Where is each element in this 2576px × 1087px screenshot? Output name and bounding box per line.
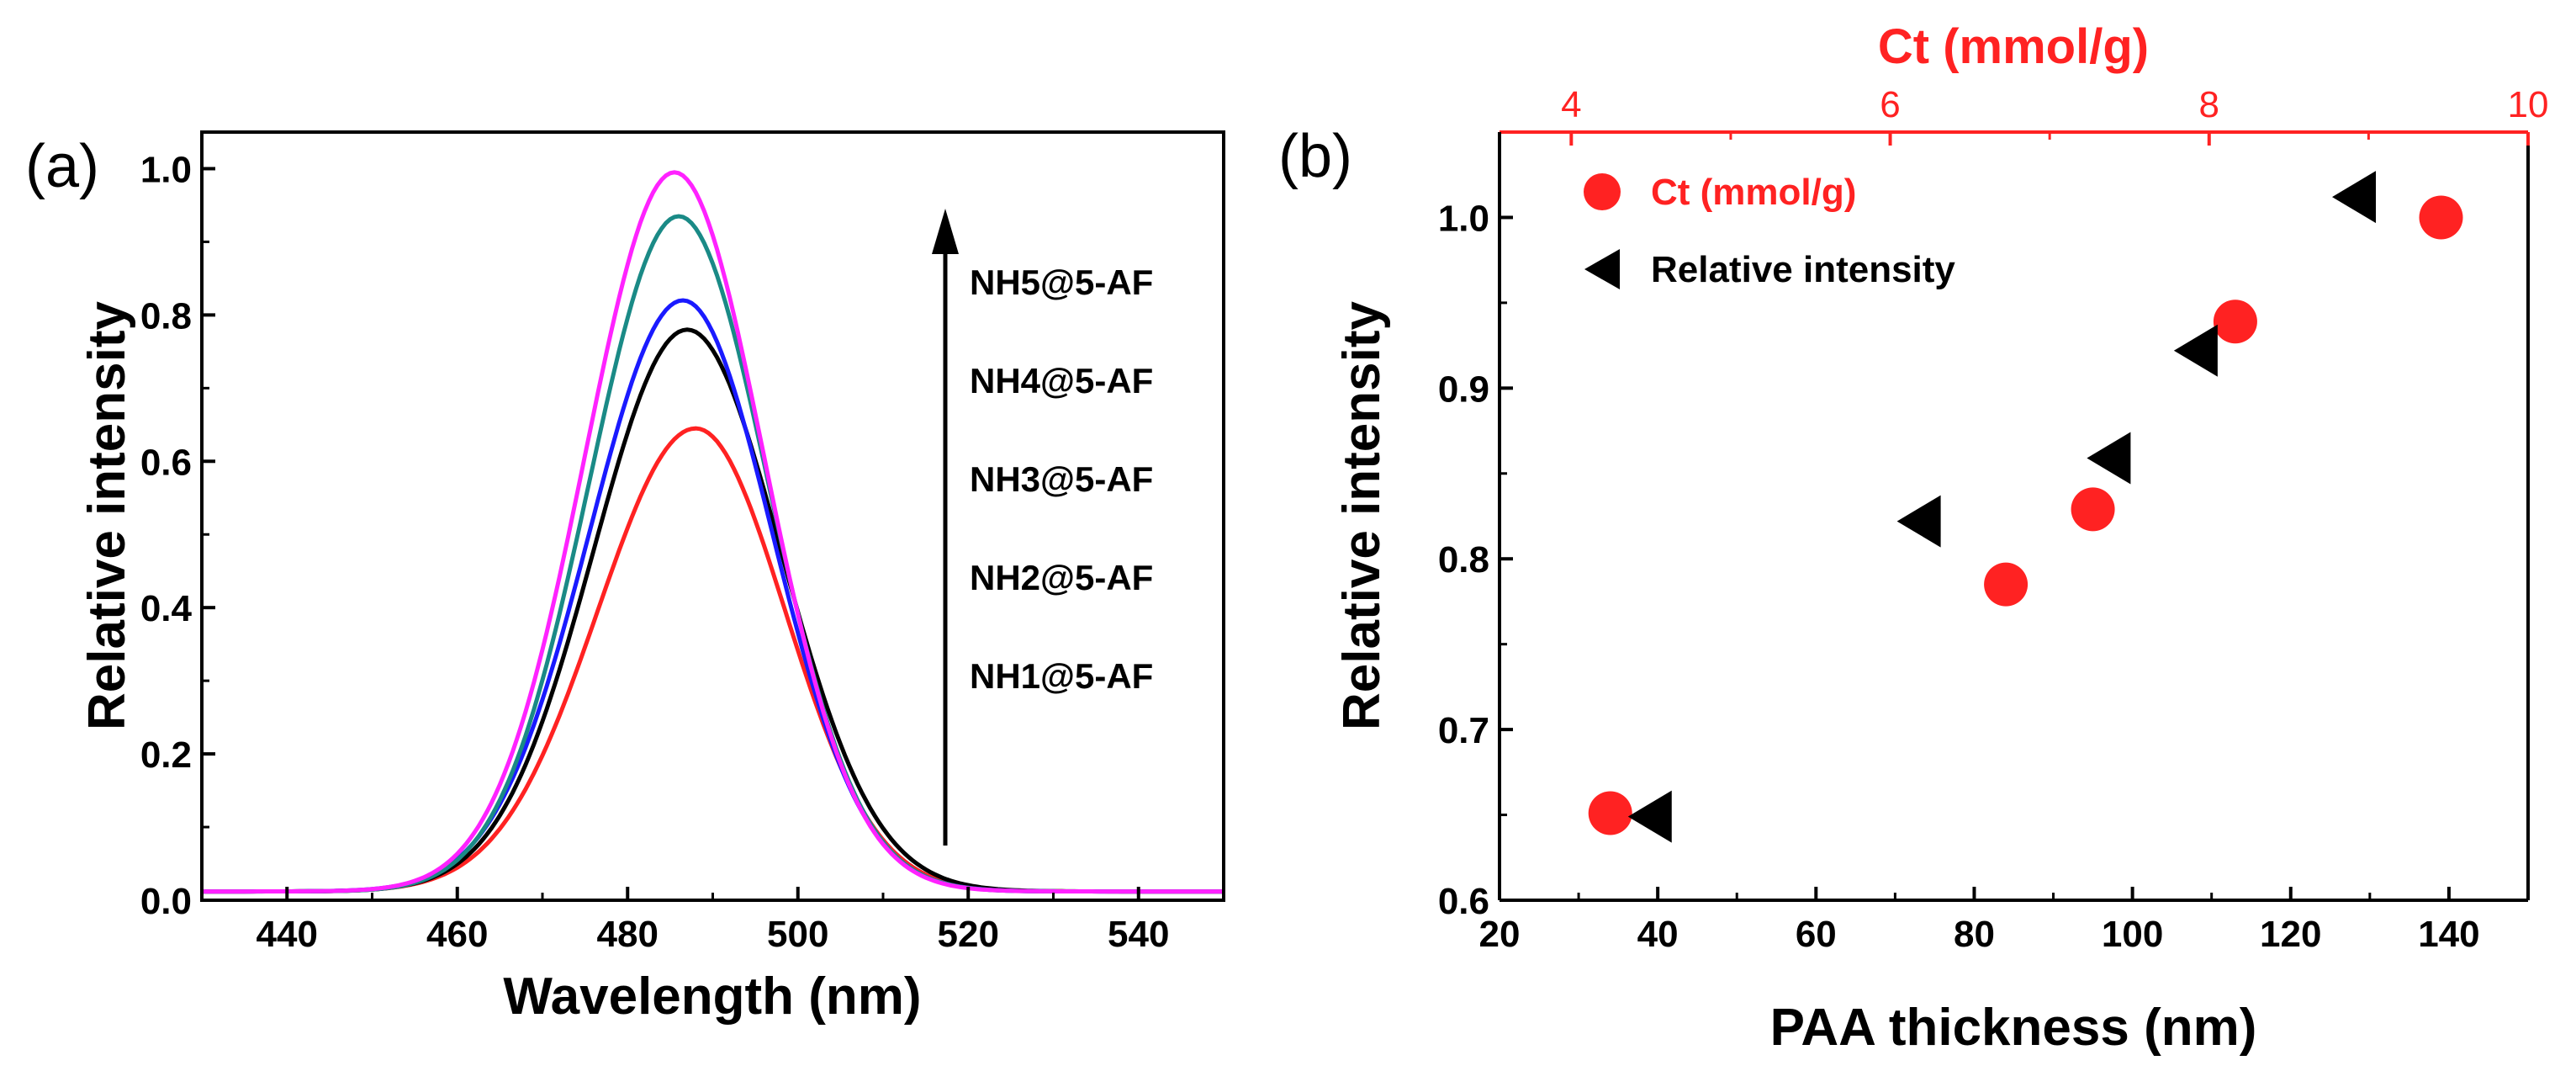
panel-a-label: (a) [25,133,99,200]
legend-label: NH1@5-AF [970,656,1153,696]
y-tick-label: 0.2 [140,734,192,776]
x-tick-label: 20 [1479,914,1521,955]
series-line-nh2-at-5-af [202,327,1224,894]
legend-label: NH2@5-AF [970,558,1153,597]
point-ct [2071,487,2115,532]
point-relative-intensity [1896,495,1941,548]
y-tick-label: 0.9 [1438,369,1489,410]
y-tick-label: 0.8 [140,295,192,337]
x-tick-label: 540 [1108,914,1169,955]
legend-label-ct: Ct (mmol/g) [1651,172,1856,213]
x-tick-label: 480 [597,914,659,955]
legend-label: NH4@5-AF [970,361,1153,400]
legend-marker-ct [1584,173,1621,210]
y-tick-label: 0.7 [1438,710,1489,751]
point-ct [2213,300,2257,344]
x-tick-label: 140 [2418,914,2479,955]
x-tick-label: 80 [1954,914,1995,955]
panel-b-top-ticks: 4 6 8 10 [1561,84,2548,146]
top-tick-label: 6 [1880,84,1900,125]
panel-a: (a) 440 460 480 500 520 540 0.0 0.2 0.4 0.6 0.8 1.… [25,130,1225,1026]
panel-a-frame [200,130,1225,902]
panel-a-curves [202,170,1224,894]
panel-a-x-ticks: 440 460 480 500 520 540 [200,887,1225,955]
panel-b-x-axis-label: PAA thickness (nm) [1770,999,2257,1057]
top-tick-label: 8 [2199,84,2219,125]
y-tick-label: 0.8 [1438,539,1489,581]
panel-b-legend: Ct (mmol/g) Relative intensity [1584,172,1955,290]
point-relative-intensity [1627,790,1672,843]
panel-a-y-axis-label: Relative intensity [78,301,136,730]
panel-b-y-ticks: 0.6 0.7 0.8 0.9 1.0 [1438,198,1513,922]
top-tick-label: 4 [1561,84,1581,125]
y-tick-label: 0.0 [140,881,192,922]
x-tick-label: 120 [2260,914,2321,955]
x-tick-label: 440 [257,914,318,955]
series-line-nh5-at-5-af [202,170,1224,894]
panel-b-y-axis-label: Relative intensity [1333,301,1391,730]
y-tick-label: 1.0 [140,149,192,190]
x-tick-label: 460 [426,914,488,955]
x-tick-label: 60 [1796,914,1837,955]
x-tick-label: 500 [767,914,828,955]
panel-a-y-ticks: 0.0 0.2 0.4 0.6 0.8 1.0 [140,149,215,922]
x-tick-label: 40 [1637,914,1679,955]
legend-marker-relative-intensity [1584,249,1620,289]
x-tick-label: 520 [938,914,999,955]
panel-b-top-axis-label: Ct (mmol/g) [1878,19,2149,74]
y-tick-label: 0.4 [140,588,193,629]
legend-label: NH3@5-AF [970,459,1153,499]
increase-arrow-head [932,209,959,254]
point-relative-intensity [2173,324,2218,377]
point-ct [1588,791,1632,835]
point-relative-intensity [2087,432,2131,485]
panel-a-legend: NH5@5-AF NH4@5-AF NH3@5-AF NH2@5-AF NH1@5-AF [970,262,1153,696]
legend-label-relative-intensity: Relative intensity [1651,249,1955,290]
top-tick-label: 10 [2508,84,2549,125]
point-relative-intensity [2332,171,2377,224]
panel-b-x-ticks: 20 40 60 80 100 120 140 [1479,887,2480,955]
legend-label: NH5@5-AF [970,262,1153,302]
y-tick-label: 0.6 [1438,881,1489,922]
point-ct [2419,195,2463,240]
y-tick-label: 0.6 [140,442,192,483]
panel-b-label: (b) [1278,123,1352,190]
panel-b: (b) 20 40 60 80 100 120 140 0.6 0.7 0.8 0.9 1.0 4 6… [1278,19,2548,1057]
series-line-nh4-at-5-af [202,214,1224,894]
point-ct [1984,562,2029,607]
panel-a-x-axis-label: Wavelength (nm) [503,968,921,1026]
panel-b-points [1588,171,2463,843]
y-tick-label: 1.0 [1438,198,1489,239]
x-tick-label: 100 [2102,914,2163,955]
